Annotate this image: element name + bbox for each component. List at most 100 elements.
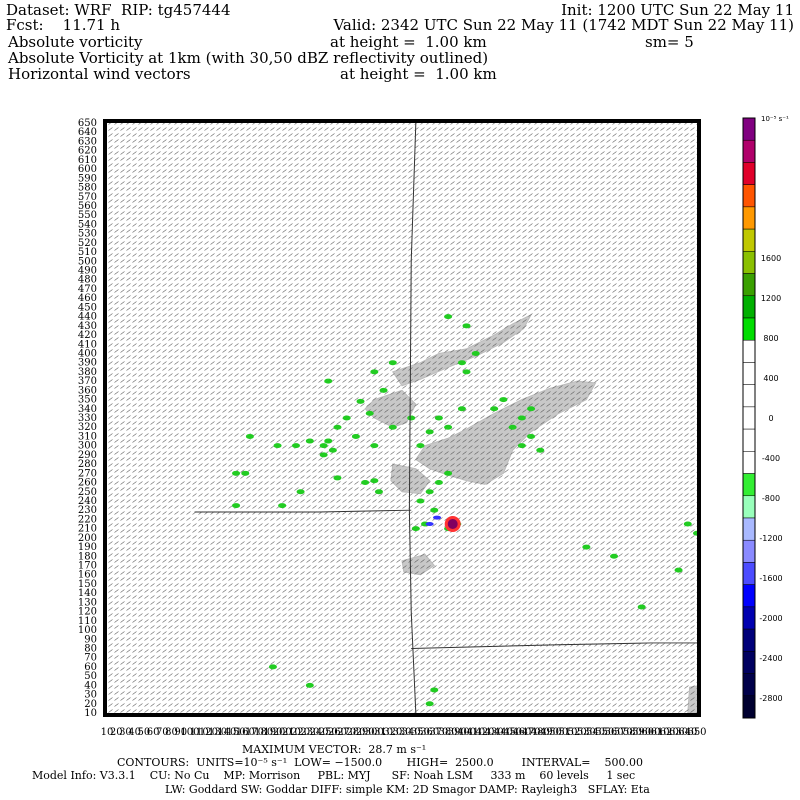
y-tick-label: 200 (78, 533, 97, 544)
vorticity-positive-patch (411, 526, 420, 532)
y-tick-label: 210 (78, 524, 97, 535)
y-tick-label: 440 (78, 312, 97, 323)
colorbar-label: 400 (763, 374, 778, 383)
y-tick-label: 250 (78, 487, 97, 498)
colorbar-segment (742, 339, 756, 363)
x-tick-label: 100 (180, 727, 199, 738)
y-tick-label: 530 (78, 229, 97, 240)
x-tick-label: 500 (549, 727, 568, 738)
colorbar-segment (742, 184, 756, 208)
y-tick-label: 410 (78, 339, 97, 350)
colorbar-segment (742, 651, 756, 674)
y-tick-label: 10 (84, 708, 97, 719)
vorticity-positive-patch (370, 369, 379, 375)
vorticity-positive-patch (517, 415, 526, 421)
y-tick-label: 550 (78, 210, 97, 221)
x-tick-label: 480 (531, 727, 550, 738)
vorticity-positive-patch (430, 687, 439, 693)
field1-smoothing: sm= 5 (645, 33, 694, 51)
x-tick-label: 510 (558, 727, 577, 738)
y-tick-label: 180 (78, 551, 97, 562)
x-tick-label: 300 (365, 727, 384, 738)
y-tick-label: 240 (78, 496, 97, 507)
vorticity-negative-patch (433, 515, 442, 520)
x-tick-label: 350 (411, 727, 430, 738)
colorbar-label: 800 (763, 334, 778, 343)
colorbar-segment (742, 606, 756, 630)
y-tick-label: 370 (78, 376, 97, 387)
y-tick-label: 150 (78, 579, 97, 590)
y-tick-label: 420 (78, 330, 97, 341)
x-tick-label: 120 (199, 727, 218, 738)
x-tick-label: 610 (651, 727, 670, 738)
y-tick-label: 40 (84, 680, 97, 691)
vorticity-positive-patch (517, 443, 526, 449)
colorbar-segment (742, 517, 756, 541)
vorticity-positive-patch (319, 452, 328, 458)
vorticity-positive-patch (674, 567, 683, 573)
vorticity-positive-patch (388, 424, 397, 430)
model-info: Model Info: V3.3.1 CU: No Cu MP: Morriso… (32, 769, 636, 782)
x-tick-label: 460 (512, 727, 531, 738)
x-tick-label: 80 (165, 727, 178, 738)
x-tick-label: 130 (208, 727, 227, 738)
vorticity-positive-patch (232, 470, 241, 476)
vorticity-positive-patch (430, 507, 439, 513)
y-tick-label: 480 (78, 275, 97, 286)
y-tick-label: 160 (78, 570, 97, 581)
x-tick-label: 170 (245, 727, 264, 738)
x-tick-label: 70 (156, 727, 169, 738)
x-tick-label: 450 (503, 727, 522, 738)
x-tick-label: 410 (466, 727, 485, 738)
vorticity-positive-patch (268, 664, 277, 670)
colorbar-segment (742, 695, 756, 719)
colorbar-label: -400 (762, 454, 780, 463)
vorticity-positive-patch (693, 530, 697, 536)
vorticity-positive-patch (333, 475, 342, 481)
colorbar-segment (742, 628, 756, 652)
vorticity-positive-patch (462, 369, 471, 375)
y-tick-label: 450 (78, 302, 97, 313)
y-tick-label: 310 (78, 431, 97, 442)
x-tick-label: 110 (190, 727, 209, 738)
model-physics-info: LW: Goddard SW: Goddar DIFF: simple KM: … (165, 783, 650, 796)
x-tick-label: 320 (383, 727, 402, 738)
y-tick-label: 470 (78, 284, 97, 295)
x-tick-label: 430 (485, 727, 504, 738)
y-tick-label: 90 (84, 634, 97, 645)
y-tick-label: 110 (78, 616, 97, 627)
colorbar-segment (742, 384, 756, 408)
vorticity-positive-patch (370, 478, 379, 484)
vorticity-positive-patch (582, 544, 591, 550)
vorticity-positive-patch (305, 438, 314, 444)
colorbar-segment (742, 406, 756, 430)
x-tick-label: 160 (236, 727, 255, 738)
vorticity-positive-patch (425, 701, 434, 707)
x-tick-label: 270 (337, 727, 356, 738)
vorticity-positive-patch (273, 443, 282, 449)
wind-vector-field (107, 123, 697, 713)
x-tick-label: 220 (291, 727, 310, 738)
y-tick-label: 300 (78, 441, 97, 452)
vorticity-positive-patch (351, 433, 360, 439)
boundary-line (194, 509, 412, 513)
vorticity-peak-core (447, 519, 458, 530)
field1-height: at height = 1.00 km (330, 33, 487, 51)
x-tick-label: 640 (678, 727, 697, 738)
colorbar-label: 0 (768, 414, 773, 423)
vorticity-positive-patch (444, 424, 453, 430)
y-tick-label: 60 (84, 662, 97, 673)
vorticity-positive-patch (356, 398, 365, 404)
vorticity-positive-patch (365, 410, 374, 416)
x-tick-label: 440 (494, 727, 513, 738)
y-tick-label: 490 (78, 266, 97, 277)
y-tick-label: 650 (78, 118, 97, 129)
boundary-line (411, 642, 697, 649)
y-tick-label: 220 (78, 514, 97, 525)
x-tick-label: 210 (282, 727, 301, 738)
vorticity-positive-patch (416, 443, 425, 449)
y-tick-label: 120 (78, 607, 97, 618)
x-tick-label: 520 (568, 727, 587, 738)
colorbar-segment (742, 251, 756, 274)
